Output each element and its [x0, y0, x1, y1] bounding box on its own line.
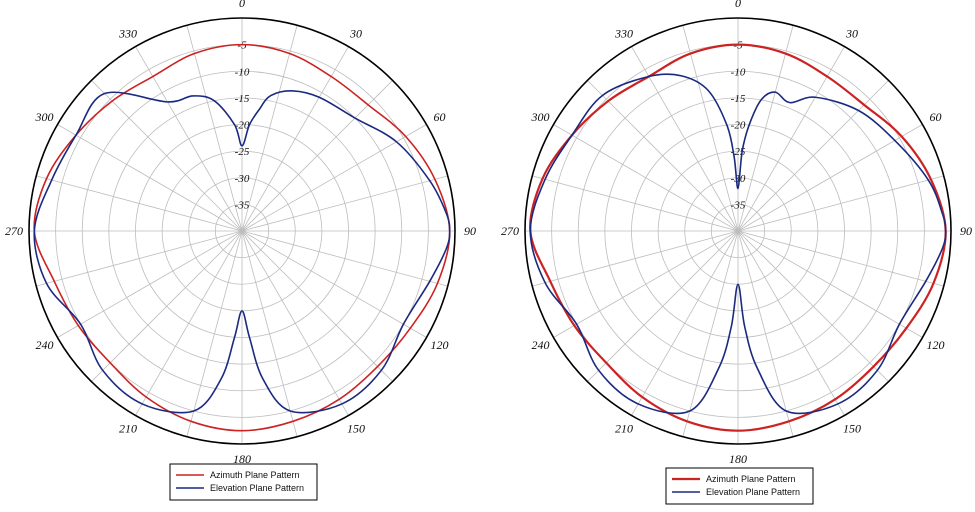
ring-label: -15	[731, 93, 746, 105]
grid-spoke	[682, 25, 739, 232]
angle-label: 30	[845, 27, 858, 41]
legend-label-azimuth: Azimuth Plane Pattern	[706, 474, 796, 484]
outer-ring	[524, 17, 952, 445]
angle-label: 0	[735, 0, 741, 10]
angle-label: 330	[118, 27, 137, 41]
legend: Azimuth Plane Pattern Elevation Plane Pat…	[169, 463, 318, 501]
grid-spoke	[241, 230, 393, 382]
legend-box	[169, 463, 318, 501]
angle-label: 180	[729, 452, 747, 466]
grid-spoke	[532, 230, 739, 287]
angle-label: 240	[532, 338, 550, 352]
grid-spoke	[737, 25, 794, 232]
grid-spoke	[737, 46, 845, 232]
angle-label: 150	[347, 421, 365, 435]
angle-label: 90	[464, 224, 476, 238]
grid-spoke	[737, 175, 944, 232]
grid-spoke	[135, 230, 243, 416]
angle-label: 210	[119, 421, 137, 435]
ring-label: -30	[235, 173, 250, 185]
grid-spoke	[241, 230, 427, 338]
grid-spoke	[57, 124, 243, 232]
ring-label: -20	[235, 120, 250, 132]
grid-spoke	[241, 230, 349, 416]
legend-label-elevation: Elevation Plane Pattern	[210, 483, 304, 493]
grid-spoke	[186, 230, 243, 437]
angle-label: 330	[614, 27, 633, 41]
grid-spoke	[186, 25, 243, 232]
outer-ring	[28, 17, 456, 445]
ring-label: -10	[235, 66, 250, 78]
angle-label: 60	[929, 110, 941, 124]
elevation-pattern-line	[529, 73, 947, 415]
grid-spoke	[737, 230, 794, 437]
legend: Azimuth Plane Pattern Elevation Plane Pat…	[665, 467, 814, 505]
grid-spoke	[737, 230, 845, 416]
ring-label: -30	[731, 173, 746, 185]
grid-spoke	[241, 80, 393, 232]
legend-label-elevation: Elevation Plane Pattern	[706, 487, 800, 497]
grid-spoke	[241, 25, 298, 232]
grid-spoke	[682, 230, 739, 437]
ring-label: -20	[731, 120, 746, 132]
ring-label: -5	[237, 40, 247, 52]
grid-spoke	[587, 80, 739, 232]
grid-spoke	[631, 46, 739, 232]
angle-label: 120	[926, 338, 944, 352]
grid-spoke	[737, 230, 923, 338]
grid-spoke	[737, 230, 944, 287]
legend-box	[665, 467, 814, 505]
angle-label: 180	[233, 452, 251, 466]
grid-spoke	[135, 46, 243, 232]
grid-spoke	[36, 230, 243, 287]
legend-label-azimuth: Azimuth Plane Pattern	[210, 470, 300, 480]
grid-spoke	[241, 230, 298, 437]
grid-spoke	[36, 175, 243, 232]
ring-label: -35	[235, 199, 250, 211]
ring-label: -35	[731, 199, 746, 211]
angle-label: 300	[35, 110, 54, 124]
grid-spoke	[631, 230, 739, 416]
grid-spoke	[587, 230, 739, 382]
angle-label: 210	[615, 421, 633, 435]
grid-spoke	[737, 80, 889, 232]
angle-label: 90	[960, 224, 972, 238]
grid-spoke	[241, 230, 448, 287]
grid-spoke	[91, 80, 243, 232]
grid-spoke	[241, 124, 427, 232]
angle-label: 120	[430, 338, 448, 352]
angle-label: 60	[433, 110, 445, 124]
grid-spoke	[737, 230, 889, 382]
grid-spoke	[241, 46, 349, 232]
polar-chart-1: -5 -10 -15 -20 -25 -30 -35 0 30 60 90 120 150 180 210 2…	[5, 0, 476, 501]
grid-spoke	[737, 124, 923, 232]
grid-spoke	[241, 175, 448, 232]
grid-spoke	[553, 124, 739, 232]
angle-label: 150	[843, 421, 861, 435]
angle-label: 270	[5, 224, 23, 238]
grid-spoke	[532, 175, 739, 232]
angle-label: 270	[501, 224, 519, 238]
angle-label: 30	[349, 27, 362, 41]
ring-label: -10	[731, 66, 746, 78]
ring-label: -25	[235, 146, 250, 158]
elevation-pattern-line	[33, 90, 451, 414]
angle-label: 240	[36, 338, 54, 352]
polar-chart-2: -5-10-15-20-25-30-3503060901201501802102…	[501, 0, 972, 505]
ring-label: -15	[235, 93, 250, 105]
grid-spoke	[57, 230, 243, 338]
angle-label: 300	[531, 110, 550, 124]
grid-spoke	[553, 230, 739, 338]
angle-label: 0	[239, 0, 245, 10]
grid-spoke	[91, 230, 243, 382]
